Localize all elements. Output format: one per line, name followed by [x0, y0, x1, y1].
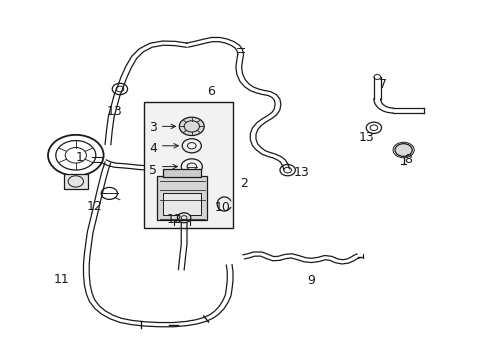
- Bar: [64, 174, 88, 189]
- Text: 12: 12: [87, 200, 102, 213]
- Circle shape: [394, 144, 411, 156]
- Text: 8: 8: [404, 153, 411, 166]
- FancyBboxPatch shape: [143, 102, 232, 228]
- Bar: [163, 170, 201, 177]
- Text: 13: 13: [358, 131, 374, 144]
- Text: 12: 12: [167, 213, 183, 226]
- Text: 7: 7: [379, 78, 386, 91]
- Circle shape: [179, 117, 204, 136]
- Text: 11: 11: [54, 273, 69, 286]
- Text: 13: 13: [293, 166, 309, 179]
- Bar: [163, 193, 201, 215]
- Text: 6: 6: [206, 85, 214, 98]
- Text: 10: 10: [215, 201, 230, 214]
- Circle shape: [177, 213, 190, 223]
- Text: 2: 2: [240, 177, 248, 190]
- Text: 9: 9: [307, 274, 315, 287]
- Bar: [157, 176, 207, 220]
- Text: 5: 5: [149, 164, 157, 177]
- Text: 13: 13: [106, 105, 122, 118]
- Text: 1: 1: [75, 150, 83, 163]
- Text: 3: 3: [149, 121, 157, 134]
- Text: 4: 4: [149, 142, 157, 155]
